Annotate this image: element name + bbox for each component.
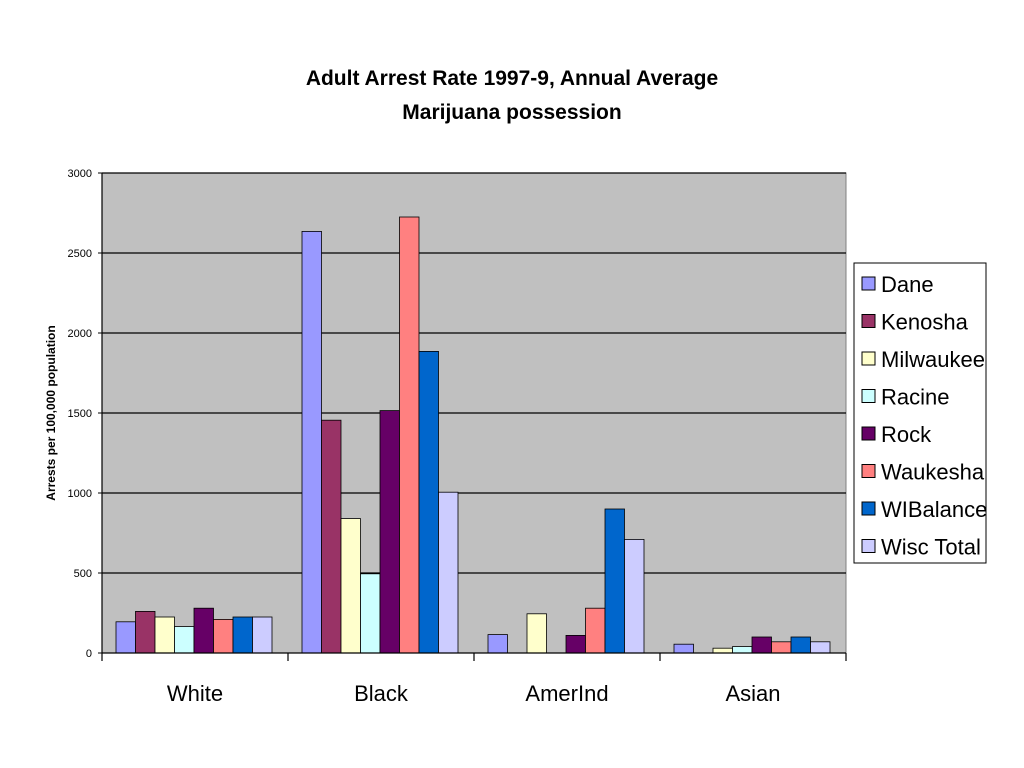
legend-box (853, 262, 987, 564)
y-tick-label: 1000 (68, 488, 92, 500)
bar (624, 539, 645, 654)
legend-entry: Racine (881, 385, 949, 410)
y-tick-label: 0 (86, 648, 92, 660)
bar (213, 619, 234, 654)
bar (585, 607, 606, 654)
bar (399, 216, 420, 654)
bar (154, 616, 175, 654)
axes (101, 173, 847, 661)
chart-title: Adult Arrest Rate 1997-9, Annual Average (306, 67, 718, 90)
bar (732, 646, 753, 654)
y-tick-label: 3000 (68, 168, 92, 180)
y-tick-label: 1500 (68, 408, 92, 420)
legend: Dane Kenosha Milwaukee Racine Rock Waukesha WI… (853, 262, 987, 564)
legend-entry: Waukesha (881, 460, 985, 485)
bar (604, 508, 625, 654)
y-tick-label: 2000 (68, 328, 92, 340)
legend-entry: Dane (881, 272, 934, 297)
bar (174, 626, 195, 654)
x-tick-label: Black (354, 681, 409, 706)
legend-swatch (861, 389, 876, 403)
bar (526, 613, 547, 654)
gridlines (98, 172, 846, 654)
bar (438, 491, 459, 654)
y-tick-label: 2500 (68, 248, 92, 260)
x-tick-label: AmerInd (525, 681, 608, 706)
bar (487, 634, 508, 654)
bar (135, 611, 156, 654)
legend-entry: Rock (881, 422, 932, 447)
x-tick-label: White (167, 681, 223, 706)
bar (673, 643, 694, 654)
x-tick-labels: White Black AmerInd Asian (167, 681, 781, 706)
legend-swatch (861, 351, 876, 366)
bar (379, 410, 400, 654)
bar (115, 621, 136, 654)
chart-subtitle: Marijuana possession (402, 101, 621, 124)
bar (340, 518, 361, 654)
bar (565, 635, 586, 654)
bar (360, 573, 381, 654)
bars (115, 216, 831, 654)
y-tick-label: 500 (74, 568, 92, 580)
bar (790, 636, 811, 654)
bar (301, 230, 322, 654)
bar (771, 641, 792, 654)
legend-swatch (861, 464, 876, 478)
bar (252, 616, 273, 654)
x-tick-label: Asian (725, 681, 780, 706)
bar (193, 607, 214, 654)
legend-swatch (861, 276, 876, 291)
legend-swatch (861, 314, 876, 328)
legend-entry: Kenosha (881, 310, 969, 335)
bar (751, 636, 772, 654)
legend-entry: Milwaukee (881, 347, 985, 372)
y-tick-labels: 0 500 1000 1500 2000 2500 3000 (68, 168, 92, 660)
y-axis-label: Arrests per 100,000 population (44, 325, 58, 500)
legend-swatch (861, 426, 876, 441)
legend-swatch (861, 501, 876, 516)
bar (321, 419, 342, 654)
legend-entry: WIBalance (881, 497, 987, 522)
legend-entry: Wisc Total (881, 535, 981, 560)
bar (418, 350, 439, 654)
bar (712, 647, 733, 654)
legend-swatch (861, 539, 876, 553)
bar (232, 616, 253, 654)
bar (810, 641, 831, 654)
